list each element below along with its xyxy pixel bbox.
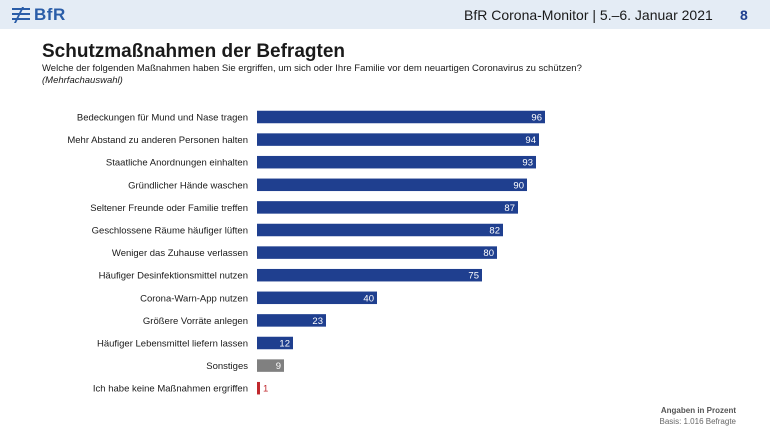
question-text: Welche der folgenden Maßnahmen haben Sie… — [42, 63, 582, 74]
bar — [257, 381, 260, 395]
bar — [257, 246, 497, 259]
page-number: 8 — [740, 7, 748, 23]
bar — [257, 268, 482, 282]
category-label: Sonstiges — [206, 361, 248, 372]
bfr-logo-icon — [12, 7, 30, 23]
value-label: 90 — [513, 180, 524, 191]
bar — [257, 133, 539, 146]
bar — [257, 201, 518, 214]
value-label: 94 — [525, 135, 536, 146]
value-label: 9 — [276, 361, 281, 372]
category-label: Staatliche Anordnungen einhalten — [106, 158, 248, 169]
category-label: Seltener Freunde oder Familie treffen — [90, 203, 248, 214]
value-label: 87 — [504, 203, 515, 214]
bar — [257, 314, 326, 327]
logo-text: BfR — [34, 5, 66, 24]
value-label: 23 — [312, 316, 323, 327]
category-label: Bedeckungen für Mund und Nase tragen — [77, 113, 248, 124]
bar — [257, 336, 293, 350]
category-label: Ich habe keine Maßnahmen ergriffen — [93, 384, 248, 395]
bfr-logo: BfR — [10, 5, 66, 25]
value-label: 75 — [468, 271, 479, 282]
value-label: 40 — [363, 293, 374, 304]
bar — [257, 291, 377, 305]
multiple-choice-note: (Mehrfachauswahl) — [42, 75, 123, 86]
bar — [257, 110, 545, 124]
unit-note: Angaben in Prozent — [660, 406, 736, 415]
bar — [257, 155, 536, 169]
sample-basis: Basis: 1.016 Befragte — [659, 417, 737, 426]
page-title: Schutzmaßnahmen der Befragten — [42, 41, 345, 62]
value-label: 1 — [263, 384, 268, 395]
category-label: Gründlicher Hände waschen — [128, 180, 248, 191]
category-label: Geschlossene Räume häufiger lüften — [92, 226, 248, 237]
value-label: 80 — [483, 248, 494, 259]
category-label: Häufiger Desinfektionsmittel nutzen — [99, 271, 248, 282]
value-label: 96 — [531, 113, 542, 124]
bar — [257, 359, 284, 372]
value-label: 82 — [489, 226, 500, 237]
value-label: 93 — [522, 158, 533, 169]
category-label: Weniger das Zuhause verlassen — [112, 248, 248, 259]
category-label: Corona-Warn-App nutzen — [140, 293, 248, 304]
category-label: Größere Vorräte anlegen — [143, 316, 248, 327]
category-label: Mehr Abstand zu anderen Personen halten — [67, 135, 248, 146]
header-title: BfR Corona-Monitor | 5.–6. Januar 2021 — [464, 7, 713, 23]
header-bar: BfR BfR Corona-Monitor | 5.–6. Januar 20… — [0, 0, 770, 29]
bar — [257, 178, 527, 192]
bar — [257, 223, 503, 237]
value-label: 12 — [279, 339, 290, 350]
category-label: Häufiger Lebensmittel liefern lassen — [97, 339, 248, 350]
